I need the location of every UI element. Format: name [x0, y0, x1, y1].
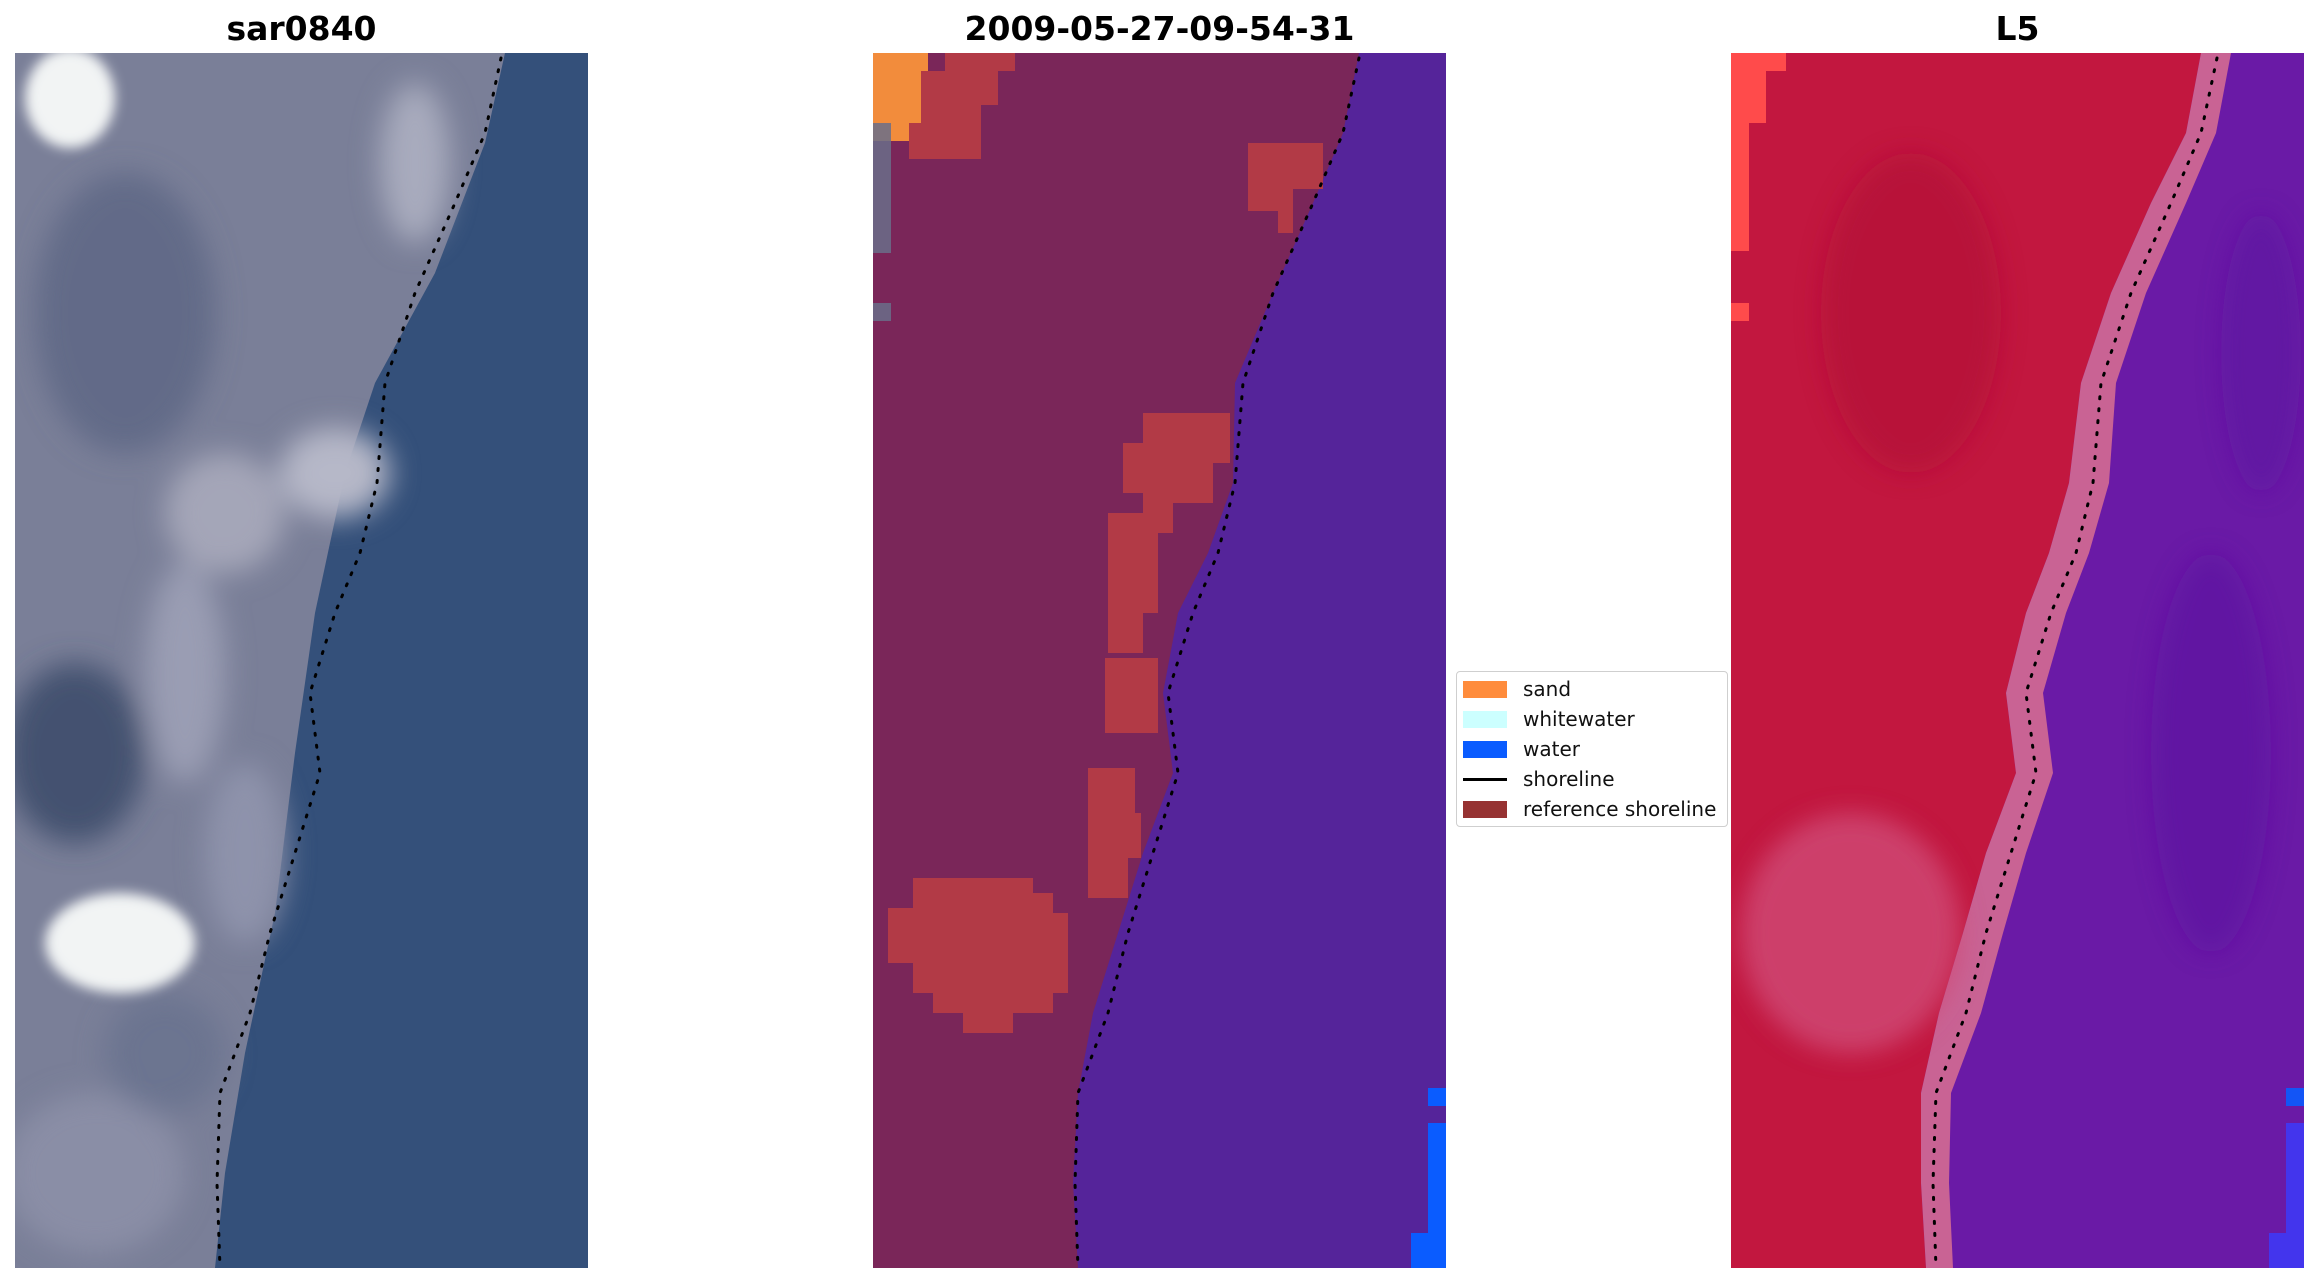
panel-title-index: L5 [1995, 9, 2040, 48]
panel-title-rgb: sar0840 [226, 9, 377, 48]
legend-item-whitewater: whitewater [1463, 706, 1635, 732]
legend-item-sand: sand [1463, 676, 1571, 702]
rgb-image-panel [15, 53, 588, 1268]
legend-item-water: water [1463, 736, 1580, 762]
legend-item-reference-shoreline: reference shoreline [1463, 796, 1716, 822]
reference-shoreline-regions [888, 53, 1323, 1033]
sand-swatch [1463, 680, 1507, 698]
grey-pixels [873, 123, 891, 253]
legend-label-water: water [1523, 737, 1580, 761]
legend-label-reference-shoreline: reference shoreline [1523, 797, 1717, 821]
legend: sand whitewater water shoreline referenc… [1456, 671, 1728, 827]
index-texture [1741, 153, 2301, 1053]
water-swatch [1463, 740, 1507, 758]
legend-label-shoreline: shoreline [1523, 767, 1615, 791]
detected-shoreline [1073, 56, 1361, 1268]
index-image-panel [1731, 53, 2304, 1268]
land-texture [15, 83, 450, 1253]
shoreline-line-swatch [1463, 777, 1507, 781]
detected-shoreline [215, 56, 503, 1268]
water-class-blue [1411, 1088, 1446, 1268]
water-index-blue [2269, 1088, 2304, 1268]
legend-label-whitewater: whitewater [1523, 707, 1635, 731]
rgb-image [15, 53, 588, 1268]
legend-label-sand: sand [1523, 677, 1572, 701]
bright-red-pixels [1731, 53, 1786, 321]
bright-features [25, 53, 195, 993]
sand-class-area [873, 53, 928, 141]
detected-shoreline [1931, 56, 2219, 1268]
panel-title-classified: 2009-05-27-09-54-31 [964, 9, 1355, 48]
whitewater-swatch [1463, 710, 1507, 728]
classified-image-panel [873, 53, 1446, 1268]
reference-shoreline-swatch [1463, 800, 1507, 818]
index-image [1731, 53, 2304, 1268]
grey-pixel [873, 303, 891, 321]
classified-image [873, 53, 1446, 1268]
legend-item-shoreline: shoreline [1463, 766, 1615, 792]
